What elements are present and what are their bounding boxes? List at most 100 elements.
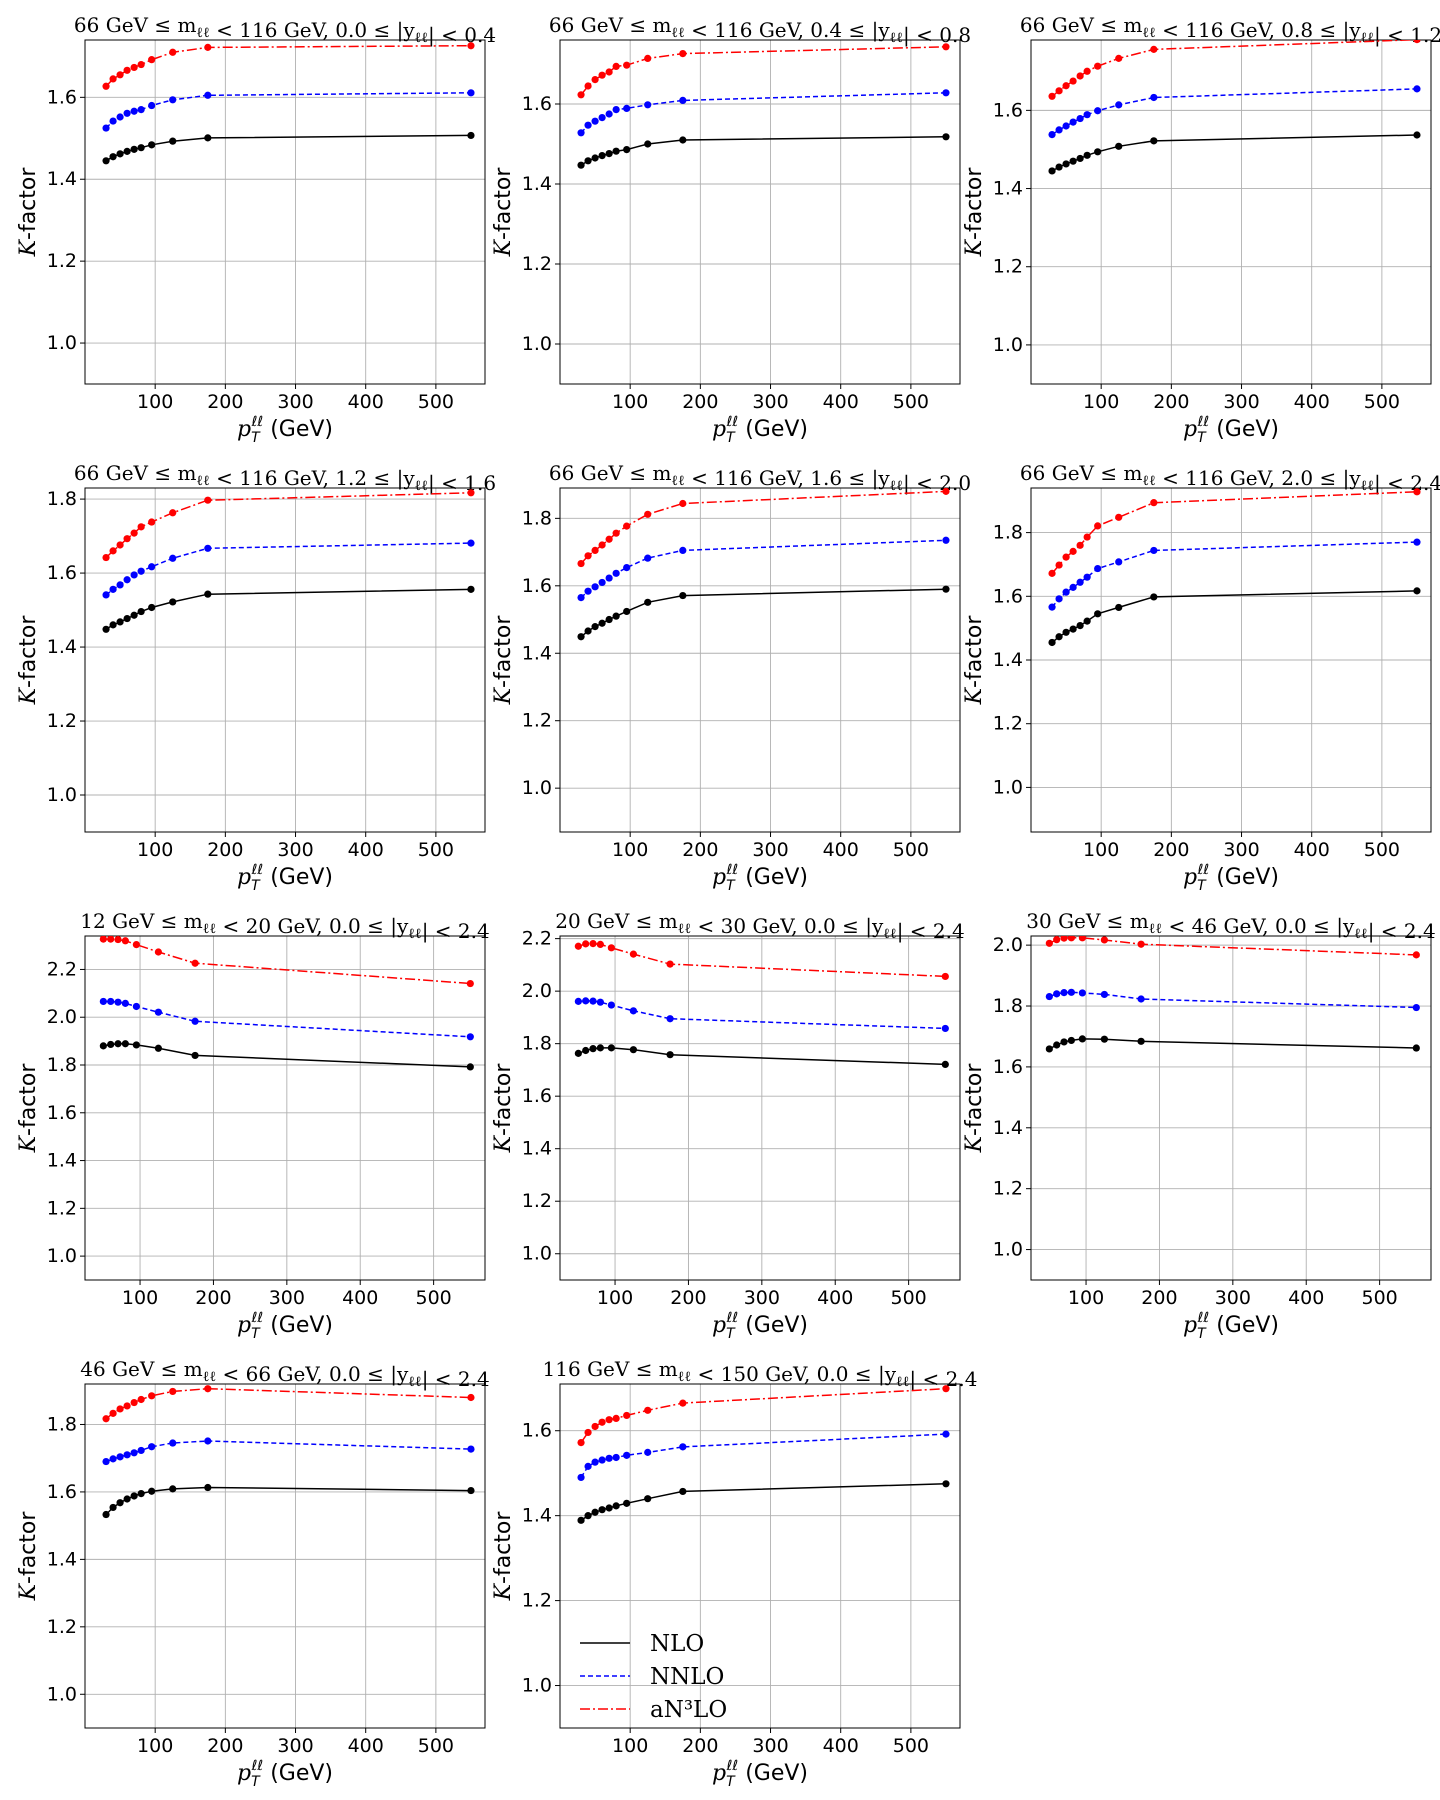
y-tick-label: 1.2 bbox=[47, 250, 77, 272]
data-point-nnlo bbox=[584, 1462, 592, 1470]
data-point-nnlo bbox=[1413, 538, 1421, 546]
y-axis-label: K-factor bbox=[16, 1063, 41, 1154]
data-point-nlo bbox=[467, 131, 475, 140]
x-tick-label: 500 bbox=[418, 1735, 454, 1757]
data-point-nnlo bbox=[191, 1017, 199, 1025]
y-axis-label: K-factor bbox=[16, 615, 41, 706]
data-point-nnlo bbox=[1076, 114, 1084, 123]
data-point-nnlo bbox=[598, 114, 606, 122]
data-point-nnlo bbox=[589, 997, 597, 1005]
data-point-nnlo bbox=[582, 997, 590, 1005]
data-point-nnlo bbox=[623, 104, 631, 112]
x-axis-label: pTℓℓ (GeV) bbox=[1183, 1310, 1279, 1342]
data-point-an3lo bbox=[942, 1385, 950, 1393]
data-point-nlo bbox=[116, 1499, 124, 1507]
series-line-nnlo bbox=[580, 1433, 947, 1478]
y-tick-label: 1.8 bbox=[993, 522, 1023, 544]
x-tick-label: 400 bbox=[1294, 839, 1330, 861]
data-point-nnlo bbox=[666, 1015, 674, 1023]
data-point-nlo bbox=[612, 612, 620, 620]
y-axis-label: K-factor bbox=[16, 1511, 41, 1602]
data-point-an3lo bbox=[596, 940, 604, 949]
x-tick-label: 400 bbox=[348, 839, 384, 861]
data-point-an3lo bbox=[577, 1439, 585, 1447]
data-point-an3lo bbox=[1055, 87, 1063, 95]
x-tick-label: 300 bbox=[752, 839, 788, 861]
data-point-nlo bbox=[577, 633, 585, 641]
y-tick-label: 1.0 bbox=[47, 1683, 77, 1705]
panel-title: 66 GeV ≤ mℓℓ < 116 GeV, 0.4 ≤ |yℓℓ| < 0.… bbox=[549, 13, 971, 48]
data-point-nnlo bbox=[1094, 564, 1102, 573]
data-point-an3lo bbox=[598, 1418, 606, 1426]
data-point-nlo bbox=[121, 1040, 129, 1048]
x-tick-label: 100 bbox=[612, 839, 648, 861]
x-tick-label: 200 bbox=[195, 1287, 231, 1309]
data-point-nnlo bbox=[132, 1002, 140, 1011]
data-point-nlo bbox=[605, 615, 613, 624]
data-point-an3lo bbox=[467, 489, 475, 497]
data-point-nlo bbox=[596, 1044, 604, 1052]
data-point-an3lo bbox=[123, 535, 131, 543]
data-point-an3lo bbox=[1100, 936, 1108, 944]
series-line-nnlo bbox=[105, 1440, 472, 1463]
data-point-nnlo bbox=[154, 1008, 162, 1016]
data-point-nnlo bbox=[1100, 990, 1108, 999]
x-tick-label: 500 bbox=[418, 839, 454, 861]
y-tick-label: 1.4 bbox=[47, 636, 77, 658]
y-tick-label: 2.0 bbox=[47, 1006, 77, 1028]
data-point-nlo bbox=[107, 1040, 115, 1049]
data-point-an3lo bbox=[582, 940, 590, 948]
data-point-an3lo bbox=[1067, 936, 1075, 942]
data-point-nlo bbox=[1062, 160, 1070, 168]
data-point-nnlo bbox=[577, 594, 585, 602]
data-point-nnlo bbox=[1062, 122, 1070, 130]
data-point-nnlo bbox=[612, 1453, 620, 1462]
data-point-nlo bbox=[102, 157, 110, 165]
x-axis-label: pTℓℓ (GeV) bbox=[1183, 862, 1279, 894]
y-axis-label: K-factor bbox=[962, 167, 987, 258]
x-axis-label: pTℓℓ (GeV) bbox=[712, 1310, 808, 1342]
x-tick-label: 400 bbox=[348, 391, 384, 413]
data-point-nlo bbox=[467, 585, 475, 593]
panel-title: 66 GeV ≤ mℓℓ < 116 GeV, 0.8 ≤ |yℓℓ| < 1.… bbox=[1020, 13, 1440, 48]
data-point-nlo bbox=[1100, 1035, 1108, 1043]
data-point-nnlo bbox=[605, 574, 613, 582]
y-tick-label: 1.8 bbox=[522, 507, 552, 529]
series-line-nlo bbox=[105, 588, 472, 630]
data-point-nnlo bbox=[121, 999, 129, 1007]
data-point-nlo bbox=[574, 1049, 582, 1057]
data-point-an3lo bbox=[467, 1393, 475, 1402]
data-point-nnlo bbox=[123, 1451, 131, 1459]
y-tick-label: 1.0 bbox=[522, 1675, 552, 1697]
data-point-nlo bbox=[1053, 1041, 1061, 1049]
x-tick-label: 300 bbox=[752, 391, 788, 413]
series-line-an3lo bbox=[580, 490, 947, 565]
panel-title: 116 GeV ≤ mℓℓ < 150 GeV, 0.0 ≤ |yℓℓ| < 2… bbox=[543, 1357, 978, 1392]
data-point-nnlo bbox=[942, 536, 950, 544]
data-point-an3lo bbox=[130, 1398, 138, 1407]
x-tick-label: 300 bbox=[269, 1287, 305, 1309]
data-point-nnlo bbox=[204, 91, 212, 99]
x-tick-label: 300 bbox=[744, 1287, 780, 1309]
y-axis-label: K-factor bbox=[491, 1063, 516, 1154]
data-point-nlo bbox=[467, 1486, 475, 1495]
series-line-an3lo bbox=[580, 46, 947, 96]
data-point-an3lo bbox=[605, 535, 613, 543]
data-point-nlo bbox=[605, 150, 613, 158]
data-point-nlo bbox=[191, 1051, 199, 1060]
chart-panel: 100 200 300 400 500 1.0 1.2 1.4 1.6 1.8 2.030 GeV … bbox=[962, 909, 1436, 1342]
data-point-nlo bbox=[204, 590, 212, 598]
data-point-nlo bbox=[612, 1502, 620, 1510]
data-point-nnlo bbox=[137, 106, 145, 114]
data-point-an3lo bbox=[99, 936, 107, 943]
data-point-nlo bbox=[1150, 137, 1158, 145]
data-point-nnlo bbox=[605, 110, 613, 118]
data-point-nlo bbox=[1048, 167, 1056, 175]
data-point-nnlo bbox=[1083, 111, 1091, 119]
plot-frame bbox=[84, 487, 486, 833]
series-line-an3lo bbox=[580, 1387, 947, 1444]
data-point-an3lo bbox=[941, 972, 949, 981]
data-point-nlo bbox=[137, 1490, 145, 1498]
chart-panel: 100 200 300 400 500 1.0 1.2 1.4 1.6 1.8 66 GeV ≤ m… bbox=[491, 461, 971, 894]
data-point-an3lo bbox=[1413, 488, 1421, 496]
